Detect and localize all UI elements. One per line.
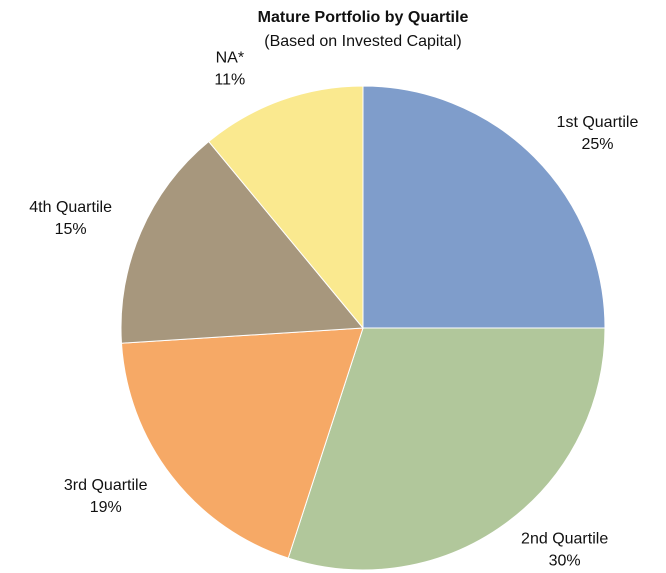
slice-label: 1st Quartile xyxy=(557,114,639,131)
value-label: 15% xyxy=(55,221,87,238)
slice xyxy=(208,85,364,330)
value-label: 25% xyxy=(581,136,613,153)
value-label: 19% xyxy=(90,499,122,516)
slice-label: 4th Quartile xyxy=(29,199,112,216)
chart-subtitle: (Based on Invested Capital) xyxy=(264,33,461,50)
value-label: 30% xyxy=(549,553,581,570)
slice xyxy=(287,327,606,571)
value-label: 11% xyxy=(214,71,245,88)
slice xyxy=(362,85,606,329)
slice-label: 3rd Quartile xyxy=(64,477,148,494)
slice-label: NA* xyxy=(216,49,244,66)
slice xyxy=(120,327,364,559)
chart-title: Mature Portfolio by Quartile xyxy=(258,9,469,26)
slice xyxy=(120,140,365,344)
slice-label: 2nd Quartile xyxy=(521,531,608,548)
